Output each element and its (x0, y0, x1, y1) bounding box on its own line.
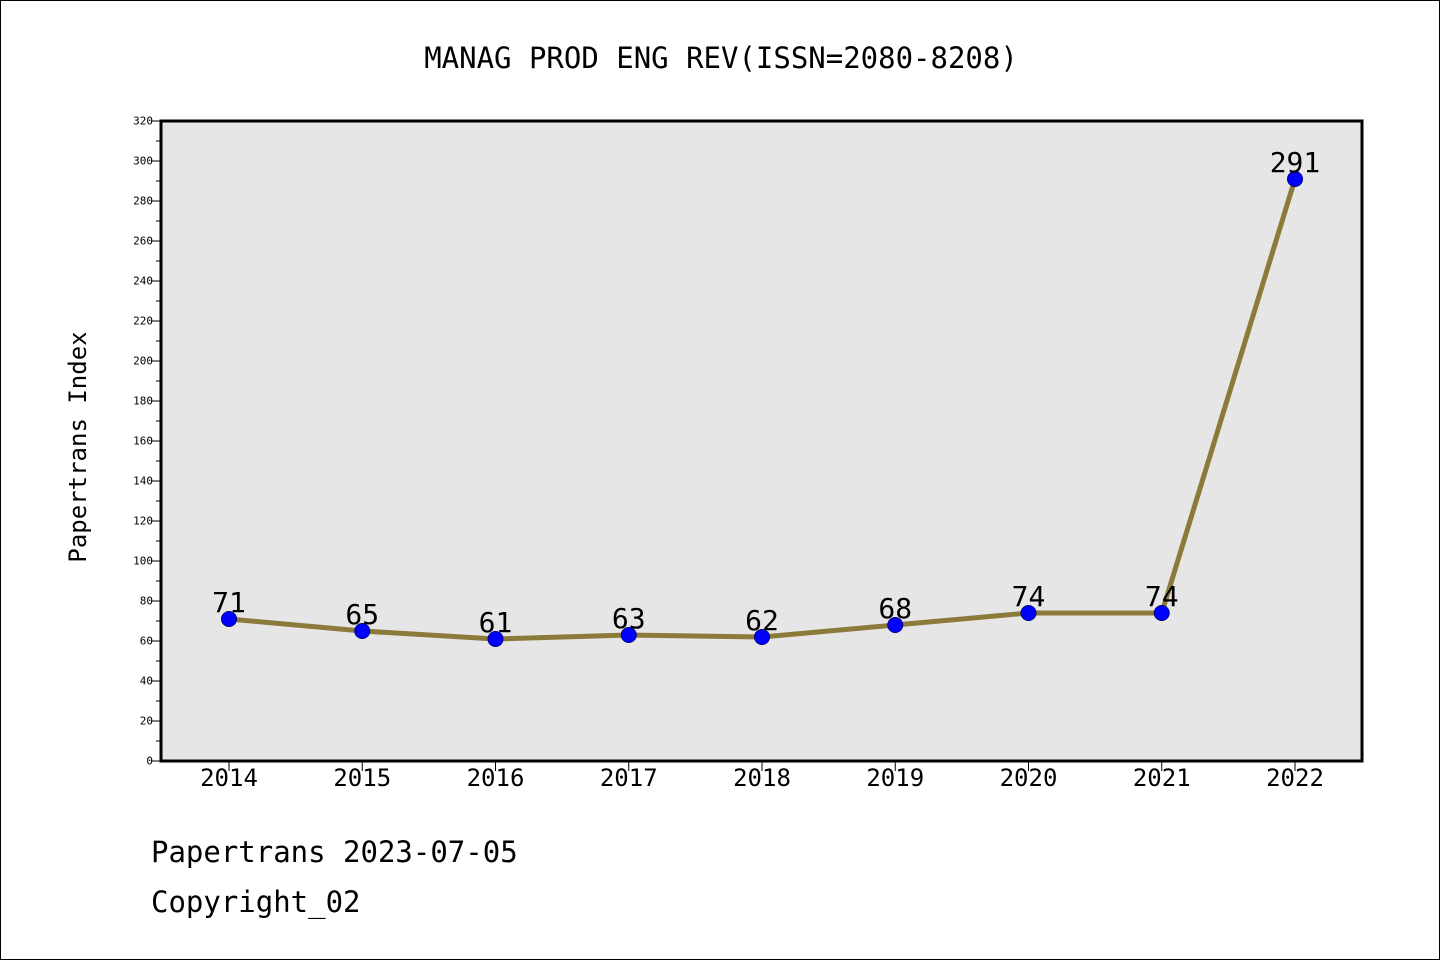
data-label: 291 (1270, 146, 1321, 179)
y-tick-label: 260 (133, 235, 153, 248)
plot-area (161, 121, 1362, 761)
y-tick-label: 0 (146, 755, 153, 768)
y-tick-label: 180 (133, 395, 153, 408)
y-tick-label: 300 (133, 155, 153, 168)
y-tick-label: 200 (133, 355, 153, 368)
x-axis: 2014 2015 2016 2017 2018 2019 2020 2021 2022 (200, 761, 1324, 792)
y-axis: 0 20 40 60 80 100 120 140 160 180 200 220 240 260 280 3… (133, 115, 161, 768)
y-tick-label: 160 (133, 435, 153, 448)
y-tick-label: 100 (133, 555, 153, 568)
data-point (221, 611, 237, 627)
y-tick-label: 60 (140, 635, 153, 648)
x-tick-label: 2015 (333, 764, 391, 792)
data-label: 71 (212, 586, 246, 619)
data-label: 62 (745, 604, 779, 637)
data-point (1153, 605, 1170, 621)
y-tick-label: 280 (133, 195, 153, 208)
x-tick-label: 2019 (866, 764, 924, 792)
x-tick-label: 2017 (600, 764, 658, 792)
data-point (754, 629, 770, 645)
data-point (887, 617, 904, 633)
data-point (1287, 171, 1303, 187)
x-tick-label: 2018 (733, 764, 791, 792)
y-tick-label: 20 (140, 715, 153, 728)
x-tick-label: 2016 (467, 764, 525, 792)
y-tick-label: 80 (140, 595, 153, 608)
data-label: 63 (612, 602, 646, 635)
y-tick-label: 240 (133, 275, 153, 288)
x-tick-label: 2022 (1266, 764, 1324, 792)
data-point (487, 631, 504, 647)
chart-title: MANAG PROD ENG REV(ISSN=2080-8208) (424, 41, 1018, 75)
x-tick-label: 2021 (1133, 764, 1191, 792)
footer-copyright: Copyright_02 (151, 885, 361, 919)
data-labels: 71 65 61 63 62 68 74 74 291 (212, 146, 1320, 639)
y-axis-label: Papertrans Index (64, 331, 92, 562)
data-label: 74 (1145, 580, 1179, 613)
data-label: 61 (479, 606, 513, 639)
data-markers (221, 171, 1303, 647)
data-point (1020, 605, 1037, 621)
data-label: 68 (878, 592, 912, 625)
y-tick-label: 120 (133, 515, 153, 528)
x-tick-label: 2020 (1000, 764, 1058, 792)
data-label: 74 (1012, 580, 1046, 613)
y-tick-label: 220 (133, 315, 153, 328)
plot-frame (159, 119, 1364, 763)
x-tick-label: 2014 (200, 764, 258, 792)
y-tick-label: 140 (133, 475, 153, 488)
y-tick-label: 40 (140, 675, 153, 688)
data-label: 65 (345, 598, 379, 631)
y-tick-label: 320 (133, 115, 153, 128)
data-point (354, 623, 371, 639)
data-point (620, 627, 637, 643)
footer-date: Papertrans 2023-07-05 (151, 835, 518, 869)
